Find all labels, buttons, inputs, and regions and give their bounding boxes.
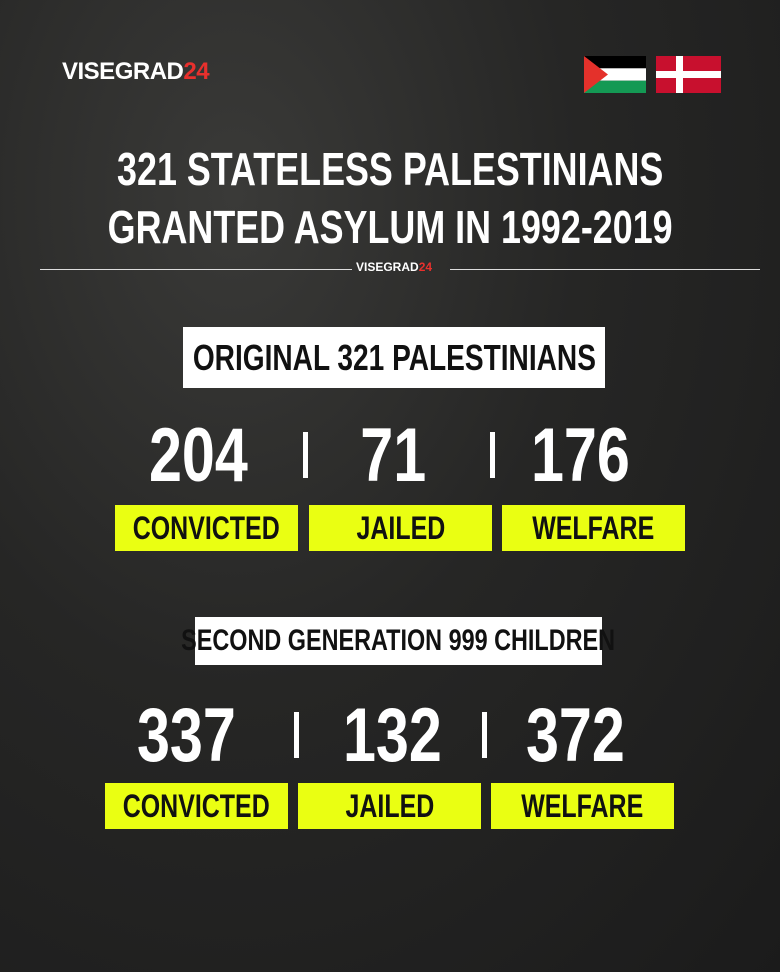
stat-value: 204 bbox=[148, 413, 248, 498]
stat-value: 337 bbox=[136, 693, 236, 778]
divider bbox=[40, 269, 352, 270]
stat-label: WELFARE bbox=[502, 505, 685, 551]
stat-label: WELFARE bbox=[491, 783, 674, 829]
palestine-flag bbox=[584, 56, 646, 93]
denmark-flag bbox=[656, 56, 721, 93]
brand-number: 24 bbox=[183, 58, 210, 85]
stat-value: 132 bbox=[342, 693, 442, 778]
title-line: GRANTED ASYLUM IN 1992-2019 bbox=[107, 201, 673, 253]
separator bbox=[490, 432, 495, 478]
small-logo: VISEGRAD24 bbox=[356, 260, 433, 274]
separator bbox=[303, 432, 308, 478]
stat-label: CONVICTED bbox=[115, 505, 298, 551]
stat-value: 372 bbox=[525, 693, 625, 778]
section-heading: SECOND GENERATION 999 CHILDREN bbox=[182, 617, 615, 665]
section-heading: ORIGINAL 321 PALESTINIANS bbox=[183, 327, 605, 388]
title-line: 321 STATELESS PALESTINIANS bbox=[116, 143, 664, 195]
stat-value: 176 bbox=[530, 413, 630, 498]
separator bbox=[294, 712, 299, 758]
stat-label: CONVICTED bbox=[105, 783, 288, 829]
brand-name: VISEGRAD bbox=[62, 58, 184, 85]
stat-label: JAILED bbox=[298, 783, 481, 829]
divider bbox=[450, 269, 760, 270]
stat-value: 71 bbox=[360, 413, 426, 498]
brand-logo: VISEGRAD24 bbox=[62, 58, 210, 86]
separator bbox=[482, 712, 487, 758]
stat-label: JAILED bbox=[309, 505, 492, 551]
